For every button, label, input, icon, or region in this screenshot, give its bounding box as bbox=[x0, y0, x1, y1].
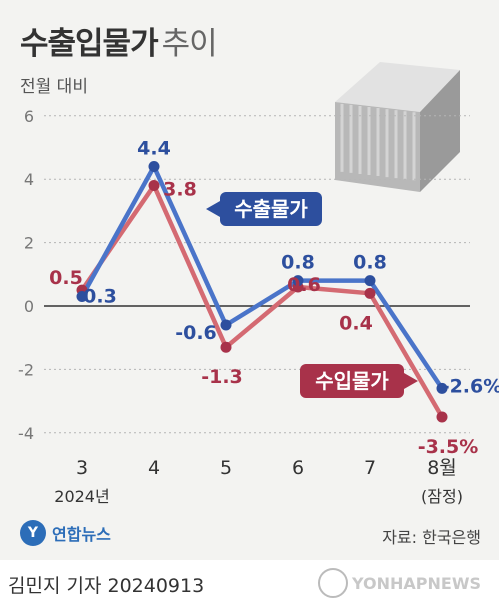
container-illustration bbox=[335, 62, 460, 192]
export-point bbox=[148, 161, 160, 173]
import-data-label: -3.5% bbox=[418, 436, 479, 458]
import-point bbox=[436, 411, 448, 423]
export-price-line bbox=[79, 164, 445, 391]
legend-import-label: 수입물가 bbox=[315, 369, 389, 393]
x-tick-label: 3 bbox=[76, 457, 88, 479]
y-tick-label: 0 bbox=[24, 297, 34, 316]
import-data-label: -1.3 bbox=[201, 366, 243, 388]
y-tick-label: -2 bbox=[18, 360, 34, 379]
export-data-label: -0.6 bbox=[175, 322, 217, 344]
chart-title: 수출입물가 추이 bbox=[20, 18, 218, 63]
export-data-label: 0.8 bbox=[281, 252, 315, 274]
title-main: 수출입물가 bbox=[20, 26, 159, 62]
export-point bbox=[220, 319, 232, 331]
import-point bbox=[364, 287, 376, 299]
export-data-label: 4.4 bbox=[137, 138, 171, 160]
export-point bbox=[364, 275, 376, 287]
x-tick-label: 8월 bbox=[427, 457, 457, 479]
x-tick-sublabel: (잠정) bbox=[421, 487, 463, 506]
watermark-text: YONHAPNEWS bbox=[352, 573, 481, 593]
x-tick-label: 7 bbox=[364, 457, 376, 479]
legend-import-pointer bbox=[404, 373, 418, 389]
footer-bar: 김민지 기자 20240913 bbox=[0, 560, 499, 610]
legend-export-label: 수출물가 bbox=[234, 197, 308, 221]
export-data-label: 0.3 bbox=[83, 285, 117, 307]
x-tick-sublabel: 2024년 bbox=[54, 487, 109, 506]
y-tick-label: 6 bbox=[24, 107, 34, 126]
import-data-label: 3.8 bbox=[163, 179, 197, 201]
export-point bbox=[76, 290, 88, 302]
x-tick-label: 5 bbox=[220, 457, 232, 479]
logo-mark-icon: Y bbox=[20, 520, 46, 546]
y-tick-label: 4 bbox=[24, 170, 34, 189]
legend-export-pointer bbox=[206, 201, 220, 217]
import-data-label: 0.5 bbox=[49, 267, 83, 289]
title-sub: 추이 bbox=[161, 26, 218, 62]
watermark: YONHAPNEWS bbox=[318, 568, 481, 598]
export-data-label: -2.6% bbox=[442, 375, 499, 397]
logo-name: 연합뉴스 bbox=[52, 525, 111, 544]
byline: 김민지 기자 20240913 bbox=[8, 575, 205, 597]
export-point bbox=[292, 275, 304, 287]
watermark-ring-icon bbox=[318, 568, 348, 598]
yonhap-logo: Y 연합뉴스 bbox=[20, 520, 111, 546]
legend-export-box bbox=[220, 192, 322, 226]
y-tick-label: 2 bbox=[24, 234, 34, 253]
legend-import-box bbox=[300, 364, 404, 398]
y-tick-label: -4 bbox=[18, 424, 34, 443]
import-point bbox=[220, 341, 232, 353]
import-data-label: 0.6 bbox=[287, 274, 321, 296]
export-data-label: 0.8 bbox=[353, 252, 387, 274]
import-point bbox=[148, 180, 160, 192]
chart-subtitle: 전월 대비 bbox=[20, 77, 88, 97]
import-data-label: 0.4 bbox=[339, 312, 373, 334]
import-price-line bbox=[79, 183, 445, 420]
x-tick-label: 6 bbox=[292, 457, 304, 479]
source-note: 자료: 한국은행 bbox=[382, 528, 481, 547]
export-point bbox=[436, 382, 448, 394]
x-tick-label: 4 bbox=[148, 457, 160, 479]
